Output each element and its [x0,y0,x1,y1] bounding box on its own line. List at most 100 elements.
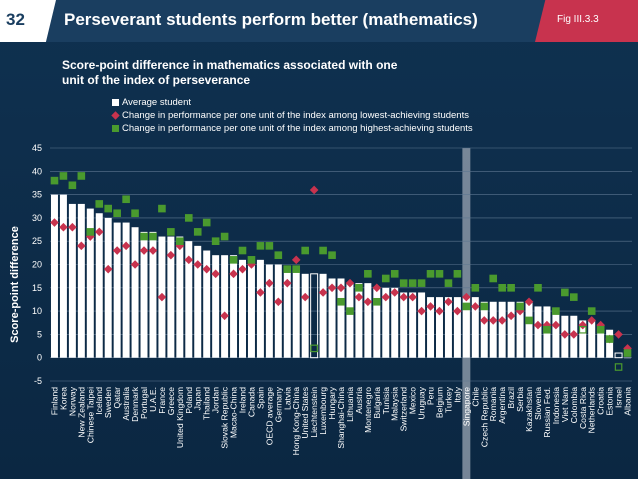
x-category-label: Germany [273,386,283,422]
y-tick-label: 20 [32,260,42,270]
x-category-label: Netherlands [587,387,597,433]
y-tick-label: 45 [32,143,42,153]
square-marker [140,232,148,241]
x-category-label: Bulgaria [372,387,382,419]
square-marker [167,228,175,236]
bar-costa-rica [579,320,587,358]
bar-serbia [516,301,524,358]
diamond-marker [399,292,408,302]
x-category-label: U.A.E. [148,387,158,412]
square-marker [569,293,578,301]
bar-argentina [498,301,506,358]
diamond-marker [453,306,462,316]
diamond-marker [77,241,86,251]
x-category-label: New Zealand [76,387,86,438]
square-marker [480,302,489,311]
square-marker [256,242,265,250]
square-marker [319,246,327,255]
x-category-label: Croatia [596,387,606,415]
diamond-marker [479,316,489,325]
x-category-label: Slovak Republic [220,386,230,448]
x-category-label: Russian Fed. [542,387,552,438]
y-axis-title: Score-point difference [9,226,21,343]
x-category-label: Brazil [506,387,516,409]
y-tick-label: 30 [32,213,42,223]
bar-italy [453,297,461,358]
square-marker [426,270,435,278]
square-marker [328,251,336,259]
legend: Average student Change in performance pe… [111,96,473,135]
x-category-label: United States [300,387,310,439]
diamond-marker [282,278,292,288]
x-category-label: Japan [193,387,203,411]
diamond-marker [112,246,122,255]
legend-label-highest: Change in performance per one unit of th… [122,123,473,134]
x-category-label: France [157,387,167,414]
x-category-label: Kazakhstan [524,387,534,432]
square-marker [605,335,614,343]
x-category-label: Indonesia [551,387,561,424]
square-marker [131,209,139,218]
square-marker [202,218,211,227]
figure-tag: Fig III.3.3 [535,0,638,42]
x-category-label: Viet Nam [560,387,570,422]
diamond-marker [506,311,516,321]
diamond-marker [130,260,140,269]
bar-hungary [328,278,336,358]
square-marker [364,270,372,278]
square-marker [68,181,77,190]
x-category-label: Tunisia [381,387,391,415]
diamond-marker [417,306,426,316]
square-marker [193,228,202,236]
bar-tunisia [382,287,390,358]
x-category-label: Sweden [103,387,113,418]
bar-mexico [409,292,417,358]
square-marker [516,302,524,311]
diamond-marker [300,292,310,302]
diamond-marker [121,241,131,251]
diamond-marker [274,297,283,307]
square-marker [283,265,292,273]
diamond-marker [345,278,355,288]
square-marker [113,209,121,218]
diamond-marker [533,320,543,330]
bar-hong-kong-china [292,269,300,358]
diamond-marker [336,283,346,293]
square-marker [301,246,309,255]
x-category-label: Macao-China [229,387,239,438]
x-category-label: Thailand [202,387,212,420]
square-marker [149,232,157,241]
x-category-label: United Kingdom [175,387,185,448]
x-category-label: Romania [488,387,498,422]
square-marker [399,279,408,287]
x-category-label: Austria [354,387,364,414]
bar-malaysia [391,287,399,358]
square-marker [453,270,462,278]
x-category-label: Liechtenstein [309,387,319,438]
x-category-label: Hungary [327,386,337,419]
bar-qatar [113,222,121,358]
diamond-marker [256,288,265,297]
bar-belgium [436,297,443,358]
diamond-marker [50,218,59,227]
y-tick-label: 25 [32,236,42,246]
bar-u-a-e- [149,231,157,358]
figure-label: Fig III.3.3 [557,14,599,25]
diamond-marker [488,316,498,325]
square-marker [77,172,86,180]
square-marker [507,284,515,292]
x-category-label: Turkey [443,386,453,413]
x-category-label: Spain [255,387,265,409]
square-marker [381,274,390,283]
square-marker [220,232,229,241]
x-category-label: Canada [246,387,256,417]
legend-item-lowest: Change in performance per one unit of th… [111,109,473,122]
square-marker [184,214,193,222]
diamond-marker [265,278,274,288]
diamond-marker [578,320,588,330]
square-marker [444,279,453,287]
bar-united-kingdom [176,236,184,358]
x-category-label: Hong Kong-China [291,387,301,456]
x-category-label: Peru [426,387,436,405]
